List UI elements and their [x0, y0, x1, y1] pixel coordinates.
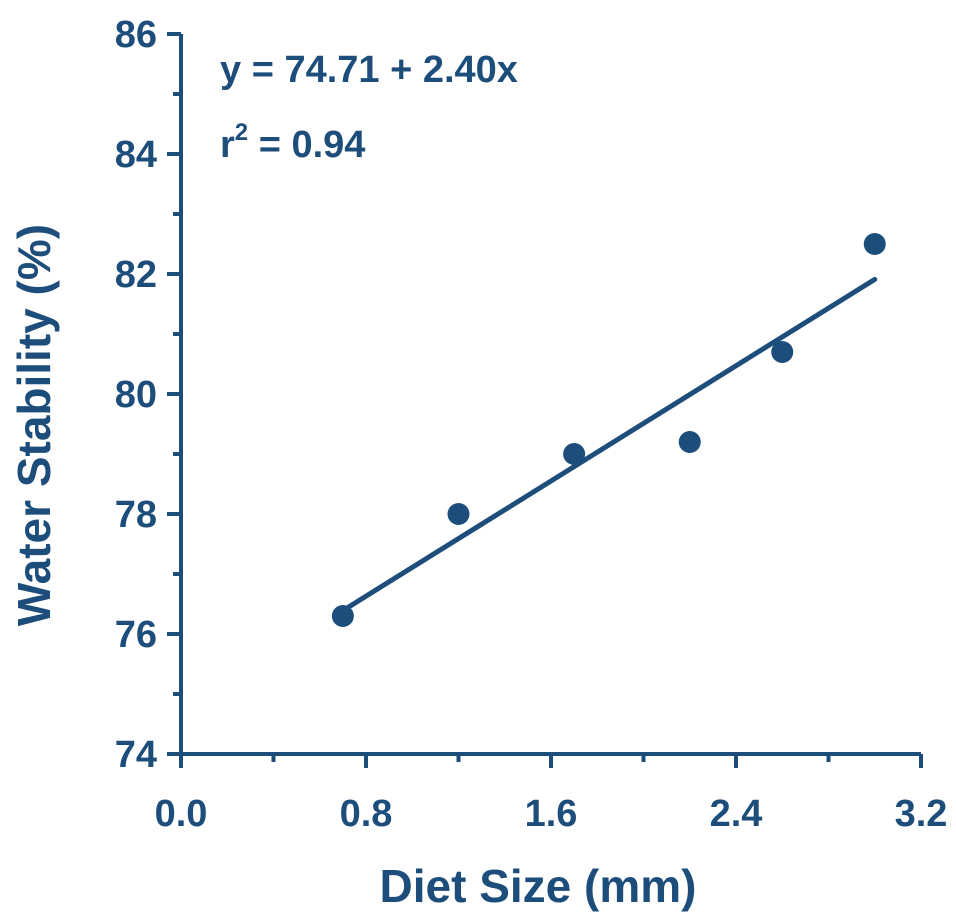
data-point — [678, 431, 701, 453]
y-tick-label: 82 — [115, 254, 157, 296]
x-axis-title: Diet Size (mm) — [380, 860, 697, 912]
x-tick-label: 3.2 — [895, 793, 948, 835]
r-squared-annotation: r2 = 0.94 — [220, 119, 365, 166]
tick-marks — [167, 32, 923, 768]
tick-labels: 74 76 78 80 82 84 86 0.0 0.8 1.6 2.4 3.2 — [115, 14, 948, 835]
y-tick-label: 80 — [115, 374, 157, 416]
data-point — [331, 605, 354, 627]
data-marks — [331, 233, 886, 627]
fit-equation-annotation: y = 74.71 + 2.40x — [220, 49, 518, 91]
data-point — [863, 233, 886, 255]
r-squared-prefix: r — [220, 124, 235, 166]
r-squared-value: = 0.94 — [248, 124, 365, 166]
y-tick-label: 76 — [115, 614, 157, 656]
data-point — [563, 443, 586, 465]
y-tick-label: 86 — [115, 14, 157, 56]
x-tick-label: 0.8 — [340, 793, 393, 835]
data-point — [447, 503, 470, 525]
y-tick-label: 84 — [115, 134, 157, 176]
x-tick-label: 2.4 — [710, 793, 763, 835]
x-tick-label: 1.6 — [525, 793, 578, 835]
y-axis-title: Water Stability (%) — [8, 224, 60, 626]
data-point — [771, 341, 794, 363]
x-tick-label: 0.0 — [155, 793, 208, 835]
regression-line — [340, 276, 878, 614]
y-tick-label: 74 — [115, 734, 157, 776]
y-tick-label: 78 — [115, 494, 157, 536]
r-squared-superscript: 2 — [235, 119, 248, 146]
